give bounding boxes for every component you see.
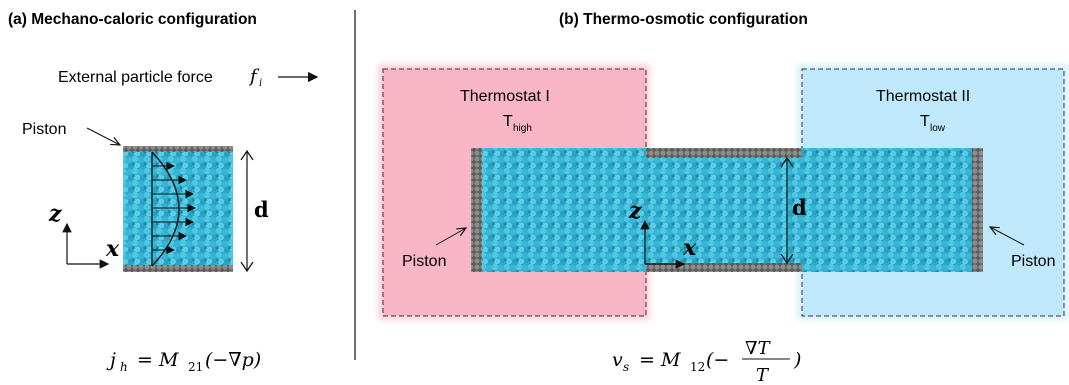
thermostat-left-temp-sub: high (513, 123, 532, 134)
dimension-label-b: d (792, 195, 807, 220)
eq-b-eq: = M (633, 349, 681, 371)
eq-a-coef-sub: 21 (188, 360, 203, 374)
equation-b: v s = M 12 (− ∇T T ) (612, 338, 801, 385)
panel-a: (a) Mechano-caloric configuration Extern… (8, 11, 319, 374)
thermostat-right-name: Thermostat II (876, 88, 970, 105)
bottom-wall-b (646, 263, 802, 272)
piston-pointer-right (990, 227, 1025, 246)
fluid-b (471, 148, 983, 272)
eq-b-coef-sub: 12 (690, 360, 705, 374)
eq-a-lhs-sub: h (120, 360, 128, 374)
force-subscript: i (259, 78, 262, 89)
piston-label-right: Piston (1011, 253, 1055, 270)
bottom-wall-a (123, 265, 233, 272)
piston-label-a: Piston (22, 121, 66, 138)
piston-left-b (471, 148, 482, 272)
top-wall-a (123, 146, 233, 152)
force-label: External particle force (58, 69, 213, 86)
eq-b-lhs: v (612, 349, 623, 371)
equation-a: j h = M 21 (−∇p) (106, 349, 261, 374)
thermostat-right-temp: T (920, 113, 930, 130)
top-wall-b (646, 148, 802, 158)
panel-b: (b) Thermo-osmotic configuration Thermos… (378, 11, 1069, 385)
thermostat-left-name: Thermostat I (460, 88, 550, 105)
thermostat-right-temp-sub: low (930, 123, 946, 134)
x-label-a: x (105, 236, 120, 262)
dimension-arrowheads-a (240, 149, 254, 273)
dimension-label-a: d (254, 197, 269, 222)
thermostat-left-temp: T (503, 113, 513, 130)
z-label-b: z (628, 198, 642, 224)
eq-b-lhs-sub: s (623, 360, 629, 374)
eq-b-den: T (756, 365, 770, 385)
piston-pointer-a (86, 127, 120, 145)
x-label-b: x (682, 235, 697, 261)
eq-b-close: ) (793, 349, 801, 371)
eq-b-open: (− (706, 349, 729, 371)
flow-profile (151, 151, 197, 267)
eq-a-eq: = M (131, 349, 179, 371)
z-label-a: z (48, 201, 62, 227)
eq-b-num: ∇T (745, 338, 772, 359)
eq-a-lhs: j (106, 349, 116, 371)
piston-pointer-left (435, 228, 466, 246)
dimension-arrowheads-b (780, 156, 794, 265)
eq-a-rhs: (−∇p) (205, 349, 261, 371)
piston-right-b (972, 148, 983, 272)
panel-b-title: (b) Thermo-osmotic configuration (559, 11, 808, 28)
panel-a-title: (a) Mechano-caloric configuration (8, 11, 257, 28)
piston-label-left: Piston (402, 253, 446, 270)
